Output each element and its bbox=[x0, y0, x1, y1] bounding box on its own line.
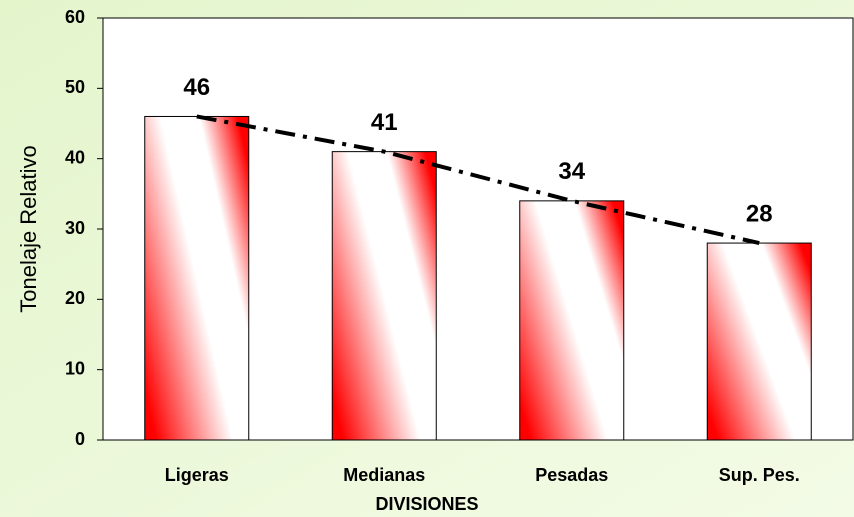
x-axis-title: DIVISIONES bbox=[375, 494, 478, 514]
x-tick-label: Pesadas bbox=[535, 465, 608, 485]
data-label: 46 bbox=[183, 74, 210, 101]
y-tick-label: 60 bbox=[65, 7, 85, 27]
y-tick-label: 0 bbox=[75, 429, 85, 449]
trend-line bbox=[196, 114, 760, 246]
data-label: 34 bbox=[558, 158, 585, 185]
bar bbox=[144, 115, 250, 441]
x-tick-label: Sup. Pes. bbox=[719, 465, 800, 485]
x-tick-label: Medianas bbox=[343, 465, 425, 485]
y-tick-label: 10 bbox=[65, 358, 85, 378]
data-label: 28 bbox=[746, 200, 773, 227]
bar bbox=[706, 242, 812, 441]
x-tick-label: Ligeras bbox=[165, 465, 229, 485]
y-tick-label: 40 bbox=[65, 147, 85, 167]
y-tick-label: 30 bbox=[65, 218, 85, 238]
y-tick-label: 20 bbox=[65, 288, 85, 308]
data-label: 41 bbox=[371, 109, 398, 136]
bar bbox=[519, 200, 625, 441]
bar bbox=[331, 151, 437, 441]
y-axis-title: Tonelaje Relativo bbox=[16, 145, 41, 313]
y-tick-label: 50 bbox=[65, 77, 85, 97]
